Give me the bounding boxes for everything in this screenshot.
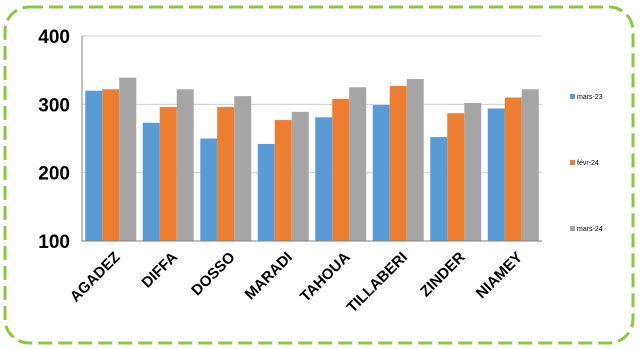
y-axis-tick-labels: 100 200 300 400 [38,27,70,253]
legend: mars-23 févr-24 mars-24 [570,94,603,233]
legend-label: mars-24 [577,226,603,233]
bar [257,143,275,241]
bar [521,89,539,241]
bar [315,117,333,241]
bar [176,89,194,241]
y-tick-label: 300 [38,95,70,116]
x-category-label: TAHOUA [297,249,354,306]
bar [102,89,120,241]
x-category-label: TILLABERI [344,249,411,316]
y-tick-label: 200 [38,164,70,185]
bar [332,98,350,241]
legend-swatch [570,94,575,99]
bar [464,102,482,241]
axes [81,36,542,242]
bar [234,96,252,241]
bar [487,108,505,241]
bar [274,120,292,241]
bar [349,87,367,241]
bar [119,77,137,241]
x-category-label: DIFFA [138,249,181,292]
x-category-label: AGADEZ [67,249,124,306]
legend-label: mars-23 [577,94,603,101]
y-tick-label: 100 [38,232,70,253]
legend-swatch [570,226,575,231]
x-category-label: MARADI [242,249,296,303]
legend-swatch [570,160,575,165]
bar [217,107,235,241]
bars [85,77,539,242]
bar [200,138,218,241]
legend-label: févr-24 [577,160,599,167]
x-category-label: DOSSO [188,249,239,300]
x-category-label: ZINDER [417,249,469,301]
y-tick-label: 400 [38,27,70,48]
bar [85,90,103,242]
bar [142,122,160,241]
bar [159,107,177,241]
bar [447,113,465,241]
bar [291,111,309,241]
bar [389,85,407,241]
bar [372,105,390,242]
x-category-label: NIAMEY [473,249,526,302]
bar [430,137,448,241]
bar [504,97,522,241]
bar [406,79,424,241]
